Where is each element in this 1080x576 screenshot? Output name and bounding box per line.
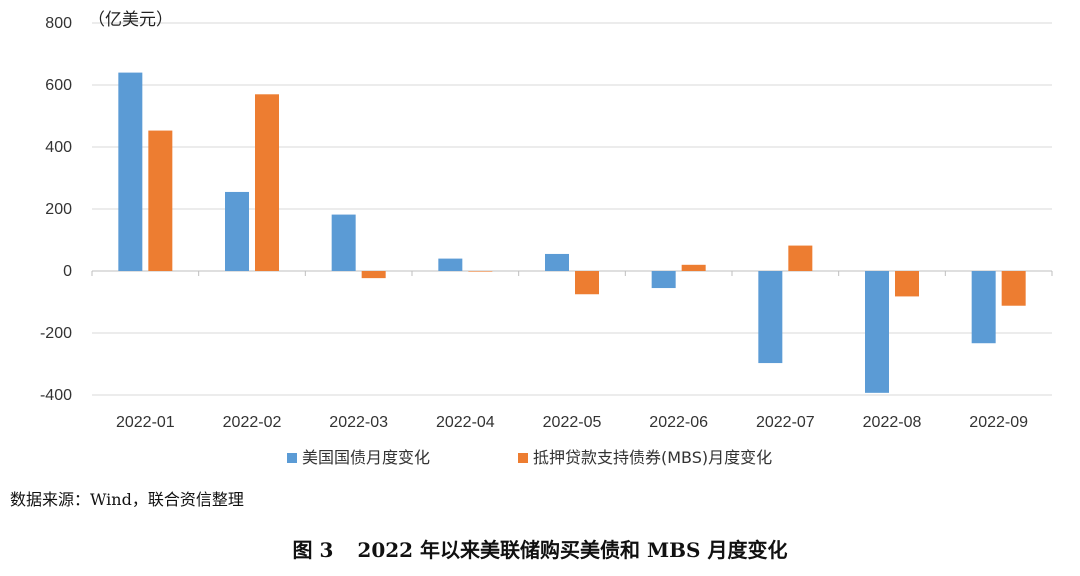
- x-tick-label: 2022-06: [649, 414, 708, 431]
- x-tick-label: 2022-08: [863, 414, 922, 431]
- bar-series2: [468, 271, 493, 272]
- bar-series2: [895, 271, 919, 297]
- y-tick-label: 0: [63, 263, 72, 280]
- x-tick-label: 2022-01: [116, 414, 175, 431]
- x-tick-label: 2022-05: [543, 414, 602, 431]
- x-tick-label: 2022-07: [756, 414, 815, 431]
- chart: 800 600 400 200 0 -200 -400 2022-01 2022-02 2022-…: [40, 10, 1053, 467]
- tick-labels: 800 600 400 200 0 -200 -400 2022-01 2022-02 2022-…: [40, 15, 1028, 431]
- x-tick-label: 2022-04: [436, 414, 495, 431]
- y-tick-label: 600: [45, 77, 72, 94]
- legend-swatch: [287, 453, 297, 463]
- bar-series1: [651, 271, 676, 289]
- bar-series1: [118, 72, 143, 271]
- y-unit-label: （亿美元）: [88, 10, 173, 30]
- bar-series2: [575, 271, 599, 295]
- y-tick-label: -400: [40, 387, 72, 404]
- bar-series2: [1001, 271, 1026, 306]
- bar-series2: [148, 130, 173, 271]
- bars: [118, 72, 1026, 393]
- figure-title: 2022 年以来美联储购买美债和 MBS 月度变化: [357, 538, 788, 562]
- x-tick-label: 2022-09: [969, 414, 1028, 431]
- x-tick-label: 2022-02: [223, 414, 282, 431]
- bar-series1: [971, 271, 996, 344]
- bar-series2: [361, 271, 386, 279]
- legend: 美国国债月度变化 抵押贷款支持债券(MBS)月度变化: [287, 448, 772, 467]
- bar-series1: [438, 258, 463, 271]
- bar-series2: [681, 264, 706, 271]
- y-tick-label: 800: [45, 15, 72, 32]
- legend-label: 抵押贷款支持债券(MBS)月度变化: [533, 448, 772, 467]
- source-note: 数据来源：Wind，联合资信整理: [10, 490, 244, 509]
- figure-number: 图 3: [292, 538, 334, 562]
- y-tick-label: 200: [45, 201, 72, 218]
- bar-series2: [255, 94, 279, 271]
- y-tick-label: 400: [45, 139, 72, 156]
- figure-caption: 图 3 2022 年以来美联储购买美债和 MBS 月度变化: [0, 534, 1080, 563]
- legend-swatch: [518, 453, 528, 463]
- x-tick-label: 2022-03: [329, 414, 388, 431]
- y-tick-label: -200: [40, 325, 72, 342]
- bar-series1: [225, 191, 249, 271]
- bar-series1: [331, 214, 356, 271]
- gridlines: [92, 22, 1052, 396]
- bar-series2: [788, 245, 813, 271]
- bar-series1: [865, 271, 889, 393]
- axes: [91, 270, 1053, 276]
- legend-label: 美国国债月度变化: [302, 448, 430, 467]
- bar-series1: [758, 271, 783, 364]
- bar-series1: [545, 253, 569, 271]
